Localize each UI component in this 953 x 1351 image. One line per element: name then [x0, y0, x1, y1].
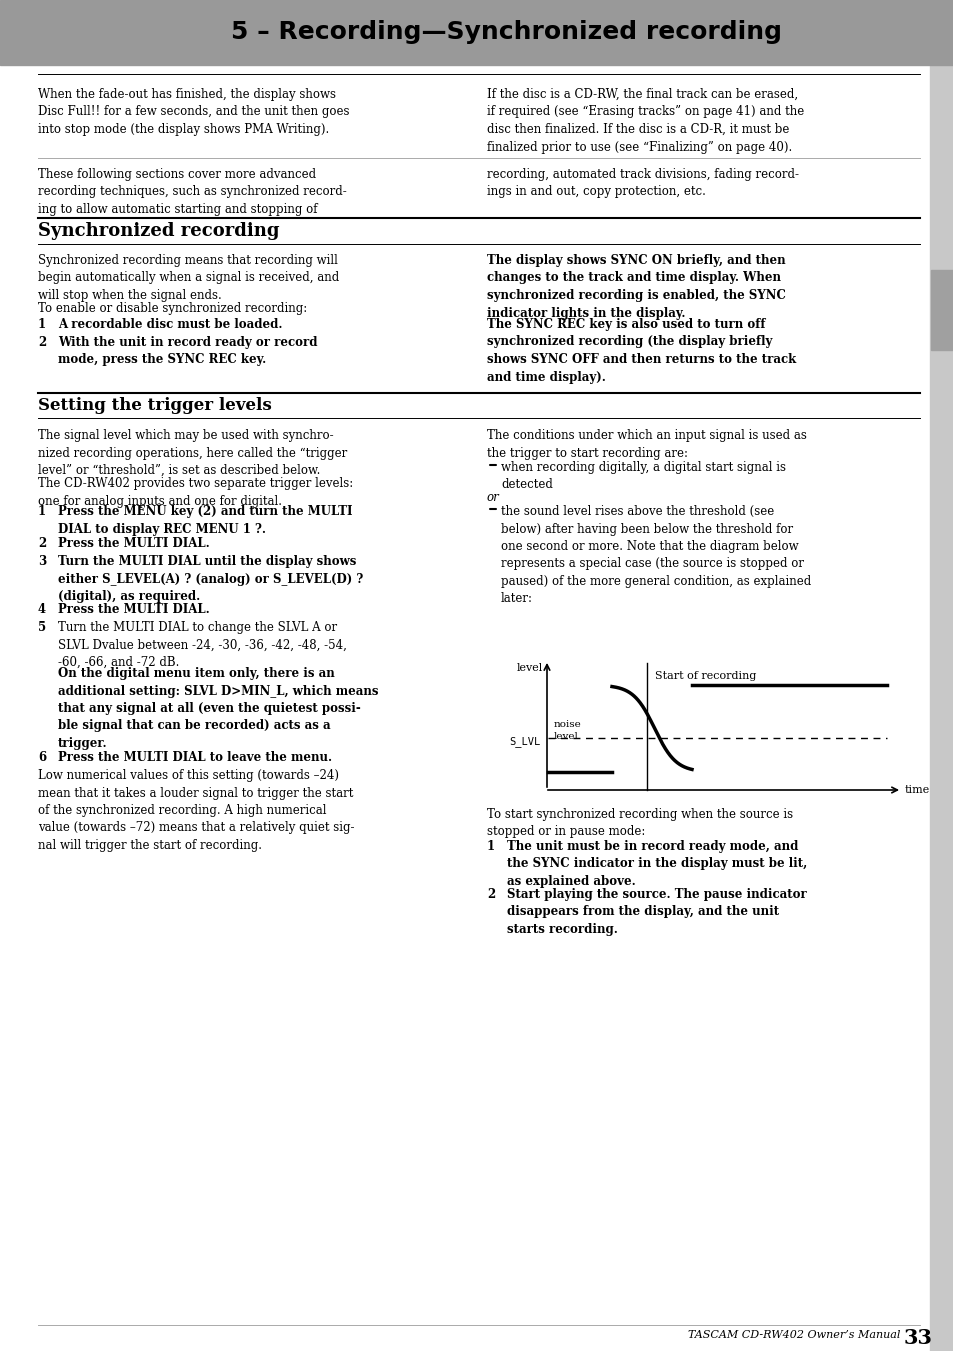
Text: When the fade-out has finished, the display shows
Disc Full!! for a few seconds,: When the fade-out has finished, the disp… [38, 88, 349, 136]
Text: To start synchronized recording when the source is
stopped or in pause mode:: To start synchronized recording when the… [486, 808, 792, 839]
Text: A recordable disc must be loaded.: A recordable disc must be loaded. [58, 317, 282, 331]
Text: 1: 1 [38, 505, 46, 517]
Text: The conditions under which an input signal is used as
the trigger to start recor: The conditions under which an input sign… [486, 430, 806, 459]
Text: 2: 2 [38, 336, 46, 349]
Text: S_LVL: S_LVL [509, 736, 540, 747]
Text: the sound level rises above the threshold (see
below) after having been below th: the sound level rises above the threshol… [500, 505, 810, 605]
Text: If the disc is a CD-RW, the final track can be erased,
if required (see “Erasing: If the disc is a CD-RW, the final track … [486, 88, 803, 154]
Text: TASCAM CD-RW402 Owner’s Manual: TASCAM CD-RW402 Owner’s Manual [687, 1329, 899, 1340]
Text: 2: 2 [38, 536, 46, 550]
Text: Press the MULTI DIAL.: Press the MULTI DIAL. [58, 536, 210, 550]
Text: time: time [904, 785, 929, 794]
Text: when recording digitally, a digital start signal is
detected: when recording digitally, a digital star… [500, 461, 785, 492]
Text: Turn the MULTI DIAL until the display shows
either S_LEVEL(A) ? (analog) or S_LE: Turn the MULTI DIAL until the display sh… [58, 555, 363, 603]
Text: 1: 1 [486, 840, 495, 852]
Text: The CD-RW402 provides two separate trigger levels:
one for analog inputs and one: The CD-RW402 provides two separate trigg… [38, 477, 353, 508]
Text: On the digital menu item only, there is an
additional setting: SLVL D>MIN_L, whi: On the digital menu item only, there is … [58, 667, 378, 750]
Text: Start playing the source. The pause indicator
disappears from the display, and t: Start playing the source. The pause indi… [506, 888, 806, 936]
Text: These following sections cover more advanced
recording techniques, such as synch: These following sections cover more adva… [38, 168, 346, 216]
Text: 5 – Recording—Synchronized recording: 5 – Recording—Synchronized recording [232, 20, 781, 45]
Text: To enable or disable synchronized recording:: To enable or disable synchronized record… [38, 303, 307, 315]
Text: 3: 3 [38, 555, 46, 567]
Text: Synchronized recording: Synchronized recording [38, 222, 279, 240]
Text: The signal level which may be used with synchro-
nized recording operations, her: The signal level which may be used with … [38, 430, 347, 477]
Text: Synchronized recording means that recording will
begin automatically when a sign: Synchronized recording means that record… [38, 254, 339, 303]
Text: or: or [486, 490, 499, 504]
Text: level: level [517, 663, 542, 673]
Bar [929, 0, 953, 1351]
Text: 33: 33 [903, 1328, 932, 1348]
Text: recording, automated track divisions, fading record-
ings in and out, copy prote: recording, automated track divisions, fa… [486, 168, 799, 199]
Text: Press the MULTI DIAL to leave the menu.: Press the MULTI DIAL to leave the menu. [58, 751, 332, 765]
Text: The SYNC REC key is also used to turn off
synchronized recording (the display br: The SYNC REC key is also used to turn of… [486, 317, 796, 384]
Text: Turn the MULTI DIAL to change the SLVL A or
SLVL Dvalue between -24, -30, -36, -: Turn the MULTI DIAL to change the SLVL A… [58, 621, 347, 669]
Text: The unit must be in record ready mode, and
the SYNC indicator in the display mus: The unit must be in record ready mode, a… [506, 840, 806, 888]
Text: 4: 4 [38, 603, 46, 616]
Text: Press the MENU key (2) and turn the MULTI
DIAL to display REC MENU 1 ?.: Press the MENU key (2) and turn the MULT… [58, 505, 352, 535]
Text: Setting the trigger levels: Setting the trigger levels [38, 397, 272, 413]
Text: Low numerical values of this setting (towards –24)
mean that it takes a louder s: Low numerical values of this setting (to… [38, 769, 355, 852]
Text: The display shows SYNC ON briefly, and then
changes to the track and time displa: The display shows SYNC ON briefly, and t… [486, 254, 785, 319]
Text: 6: 6 [38, 751, 46, 765]
Text: 2: 2 [486, 888, 495, 901]
Text: With the unit in record ready or record
mode, press the SYNC REC key.: With the unit in record ready or record … [58, 336, 317, 366]
Text: Press the MULTI DIAL.: Press the MULTI DIAL. [58, 603, 210, 616]
Text: noise
level: noise level [554, 720, 581, 742]
Bar [930, 270, 952, 350]
Text: Start of recording: Start of recording [655, 671, 756, 681]
Text: 1: 1 [38, 317, 46, 331]
Bar [0, 0, 953, 65]
Text: 5: 5 [38, 621, 46, 634]
